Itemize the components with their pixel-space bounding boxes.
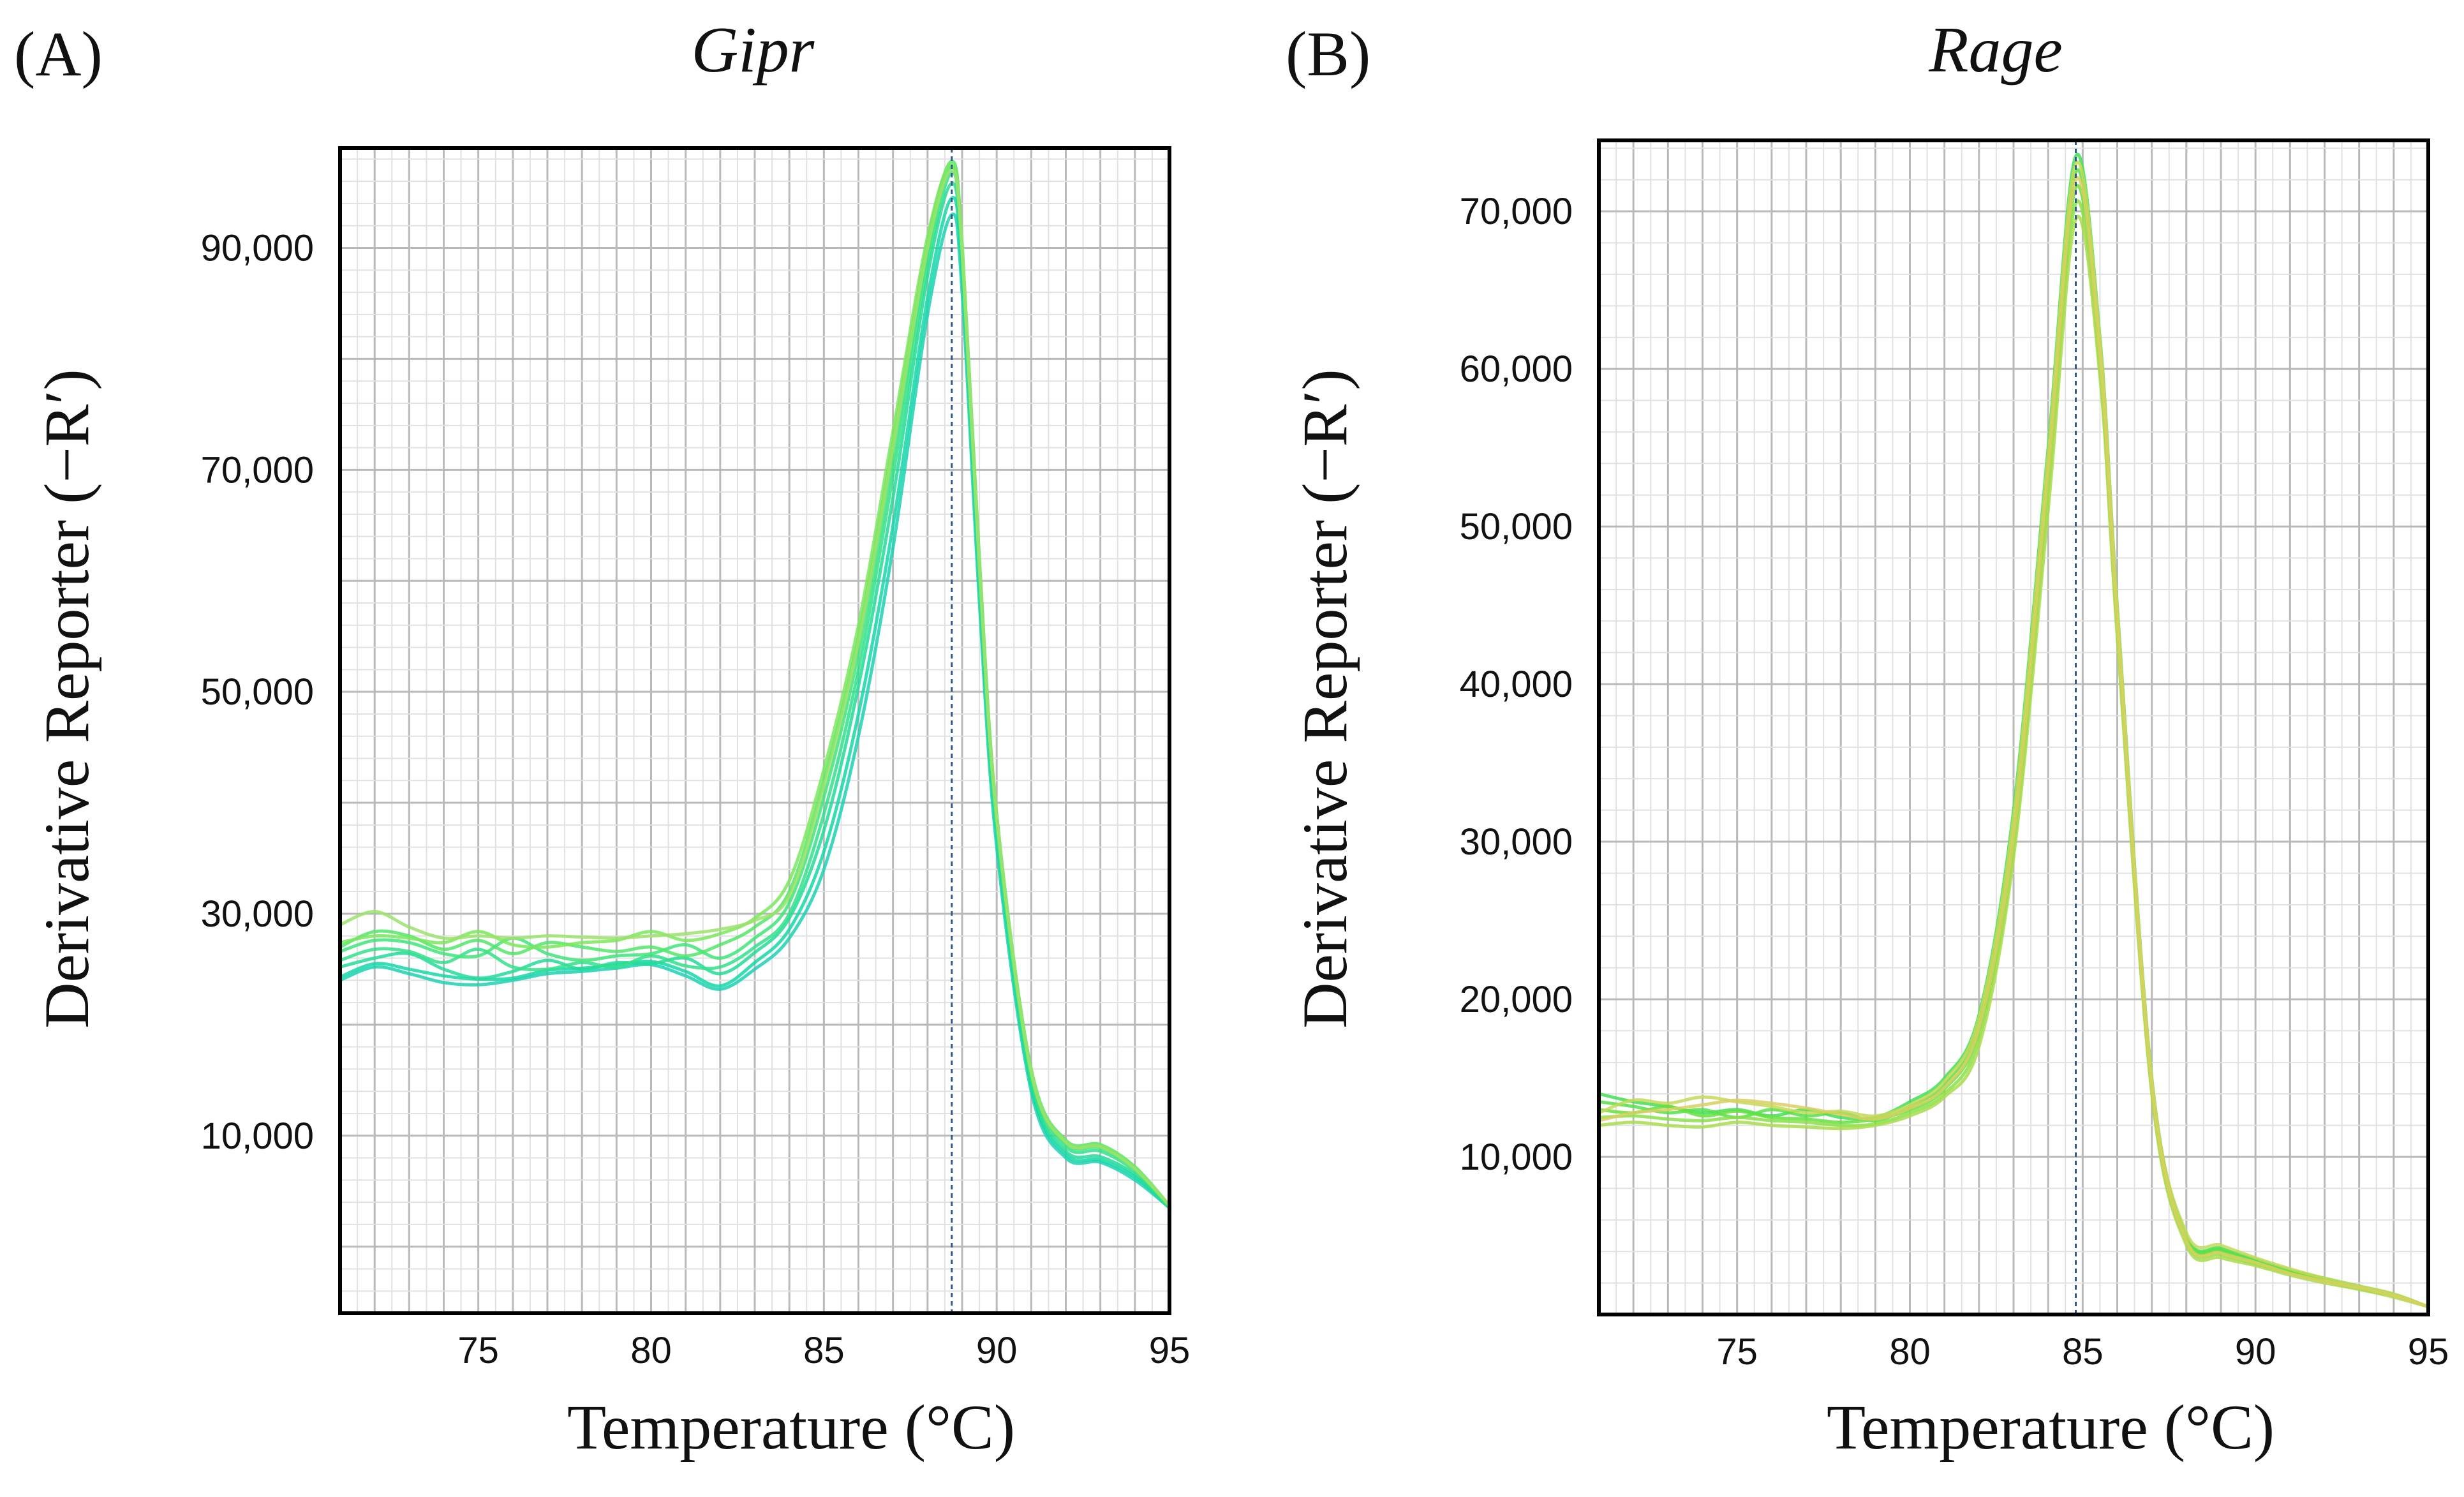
panel-b: (B) Rage Derivative Reporter (−R′) Tempe… — [1286, 14, 2449, 1463]
panel-a-y-ticks: 10,000 30,000 50,000 70,000 90,000 — [201, 228, 314, 1157]
x-tick-label: 95 — [2408, 1331, 2449, 1373]
x-tick-label: 75 — [457, 1330, 499, 1371]
y-tick-label: 60,000 — [1460, 348, 1573, 390]
y-tick-label: 50,000 — [1460, 506, 1573, 547]
panel-b-x-ticks: 75 80 85 90 95 — [1716, 1331, 2449, 1373]
x-tick-label: 85 — [803, 1330, 845, 1371]
y-tick-label: 70,000 — [201, 449, 314, 491]
panel-a-ylabel: Derivative Reporter (−R′) — [31, 369, 102, 1028]
x-tick-label: 90 — [2235, 1331, 2276, 1373]
x-tick-label: 80 — [630, 1330, 672, 1371]
panel-a: (A) Gipr Derivative Reporter (−R′) Tempe… — [14, 14, 1190, 1463]
x-tick-label: 85 — [2062, 1331, 2104, 1373]
x-tick-label: 90 — [976, 1330, 1018, 1371]
panel-a-xlabel: Temperature (°C) — [567, 1392, 1015, 1463]
panel-b-letter: (B) — [1286, 19, 1370, 89]
panel-b-ylabel: Derivative Reporter (−R′) — [1289, 369, 1360, 1028]
y-tick-label: 10,000 — [201, 1115, 314, 1157]
melt-curve-series-5 — [1597, 214, 2430, 1309]
panel-a-x-ticks: 75 80 85 90 95 — [457, 1330, 1190, 1371]
melt-curve-series-7 — [1597, 176, 2430, 1309]
panel-a-title: Gipr — [692, 14, 815, 86]
panel-b-y-ticks: 10,000 20,000 30,000 40,000 50,000 60,000 70,0… — [1460, 191, 1573, 1178]
panel-a-letter: (A) — [14, 19, 103, 89]
y-tick-label: 20,000 — [1460, 979, 1573, 1020]
panel-a-plot-frame — [338, 146, 1171, 1315]
y-tick-label: 10,000 — [1460, 1136, 1573, 1178]
y-tick-label: 30,000 — [201, 893, 314, 935]
panel-a-curves — [338, 160, 1171, 1210]
y-tick-label: 50,000 — [201, 671, 314, 713]
y-tick-label: 30,000 — [1460, 821, 1573, 863]
y-tick-label: 90,000 — [201, 228, 314, 269]
x-tick-label: 95 — [1149, 1330, 1191, 1371]
melt-curve-series-8 — [338, 168, 1171, 1207]
x-tick-label: 80 — [1889, 1331, 1931, 1373]
x-tick-label: 75 — [1716, 1331, 1758, 1373]
panel-b-title: Rage — [1928, 14, 2063, 86]
panel-b-curves — [1597, 153, 2430, 1309]
panel-b-xlabel: Temperature (°C) — [1827, 1392, 2275, 1463]
y-tick-label: 70,000 — [1460, 191, 1573, 232]
y-tick-label: 40,000 — [1460, 664, 1573, 705]
panel-b-plot-frame — [1597, 138, 2430, 1316]
